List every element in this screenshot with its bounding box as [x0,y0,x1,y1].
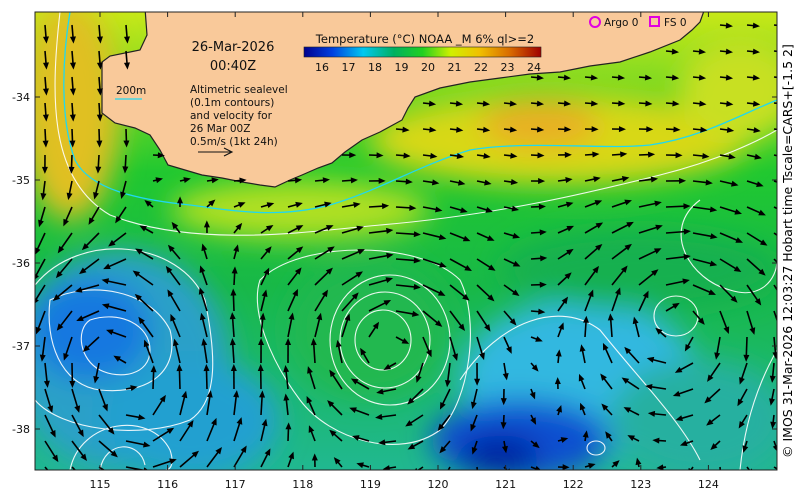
fs-count: FS 0 [664,17,687,29]
colorbar-tick-label: 19 [395,61,409,74]
lon-tick-label: 124 [698,478,719,491]
lat-tick-label: -36 [12,257,30,270]
colorbar-tick-label: 23 [501,61,515,74]
lon-tick-label: 117 [225,478,246,491]
lon-tick-label: 119 [360,478,381,491]
credit-text: © IMOS 31-Mar-2026 12:03:27 Hobart time … [780,44,795,458]
isobath-label: 200m [116,85,146,97]
lon-tick-label: 115 [90,478,111,491]
colorbar-tick-label: 22 [474,61,488,74]
lon-tick-label: 118 [292,478,313,491]
colorbar-tick-label: 17 [342,61,356,74]
colorbar-ticks: 16 17 18 19 20 21 22 23 24 [315,61,541,74]
lat-tick-label: -38 [12,423,30,436]
lon-tick-label: 120 [428,478,449,491]
colorbar-title: Temperature (°C) NOAA _M 6% ql>=2 [315,32,534,46]
credit-wrapper: © IMOS 31-Mar-2026 12:03:27 Hobart time … [780,458,794,459]
colorbar-tick-label: 20 [421,61,435,74]
legend-line: (0.1m contours) [190,97,274,109]
colorbar-tick-label: 16 [315,61,329,74]
legend-line: Altimetric sealevel [190,84,288,96]
legend-time: 00:40Z [210,59,256,74]
lon-tick-label: 123 [630,478,651,491]
lat-tick-label: -34 [12,91,30,104]
legend-line: 26 Mar 00Z [190,123,250,135]
lon-tick-label: 122 [563,478,584,491]
argo-count: Argo 0 [604,17,638,29]
lat-tick-label: -35 [12,174,30,187]
legend-line: 0.5m/s (1kt 24h) [190,136,278,148]
lon-tick-label: 121 [495,478,516,491]
legend-date: 26-Mar-2026 [192,40,275,55]
colorbar [304,47,541,57]
legend-line: and velocity for [190,110,273,122]
colorbar-tick-label: 24 [527,61,541,74]
lon-tick-label: 116 [157,478,178,491]
colorbar-tick-label: 21 [448,61,462,74]
colorbar-tick-label: 18 [368,61,382,74]
lat-tick-label: -37 [12,340,30,353]
